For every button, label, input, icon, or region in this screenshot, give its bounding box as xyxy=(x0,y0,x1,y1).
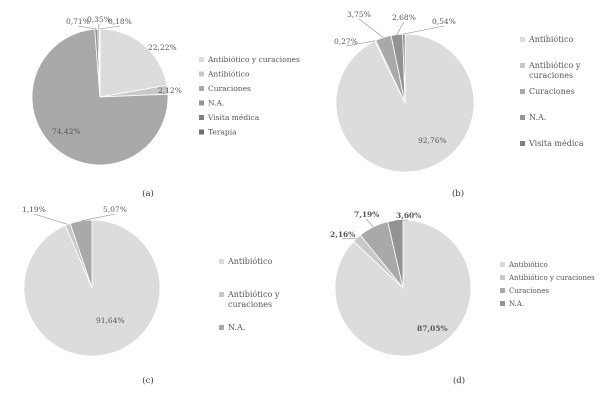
legend-swatch xyxy=(199,57,204,62)
legend-swatch xyxy=(219,292,224,297)
leader-line xyxy=(99,25,121,30)
data-label: 2,68% xyxy=(392,13,416,22)
legend-label: Antibiótico xyxy=(227,257,272,266)
panel-label: (a) xyxy=(142,188,154,199)
pie-chart-a: 22,22% 2,12% 74,42% 0,71%0,35%0,18% Antibiót… xyxy=(31,15,300,199)
legend-swatch xyxy=(520,141,525,146)
legend-label: Curaciones xyxy=(208,84,251,93)
legend-swatch xyxy=(199,115,204,120)
legend-swatch xyxy=(520,89,525,94)
data-label: 2,12% xyxy=(158,86,182,95)
legend-label: Antibiótico y curaciones xyxy=(227,290,280,309)
panel-label: (b) xyxy=(452,188,464,199)
legend-swatch xyxy=(500,262,505,267)
legend: Antibiótico Antibiótico y curaciones Curac… xyxy=(500,261,595,308)
data-label: 74,42% xyxy=(52,127,81,136)
legend-label: Visita médica xyxy=(207,113,260,122)
data-label: 91,64% xyxy=(96,316,125,325)
legend-label: Antibiótico y curaciones xyxy=(207,55,300,64)
pie-chart-d: 87,05%2,16%7,19% 3,60%AntibióticoAntibiót… xyxy=(330,210,595,386)
data-label: 87,05% xyxy=(417,324,448,333)
leader-line xyxy=(396,21,405,35)
data-label: 1,19% xyxy=(22,205,46,214)
legend-label: Antibiótico xyxy=(508,261,548,269)
leader-line xyxy=(33,213,68,225)
legend-swatch xyxy=(199,71,204,77)
panel-label: (d) xyxy=(453,375,465,386)
leader-line xyxy=(403,25,445,35)
legend-swatch xyxy=(219,259,224,264)
leader-line xyxy=(358,18,384,38)
pie-chart-c: 91,64% 1,19% 5,07% Antibiótico Antibiótico y… xyxy=(22,205,280,386)
data-label: 0,54% xyxy=(432,17,456,26)
legend-swatch xyxy=(219,325,224,330)
pie-chart-b: 92,76%0,27%3,75% 2,68% 0,54%AntibióticoAnt… xyxy=(334,10,584,199)
legend-label: Curaciones xyxy=(529,87,575,96)
legend-label: Curaciones xyxy=(509,287,549,295)
leader-line xyxy=(345,40,376,47)
leader-line xyxy=(98,23,100,30)
legend-swatch xyxy=(520,63,525,68)
data-label: 22,22% xyxy=(148,43,177,52)
pie-slice xyxy=(31,28,169,166)
legend-label: Antibiótico y curaciones xyxy=(508,274,595,282)
legend-label: N.A. xyxy=(228,323,245,332)
legend-swatch xyxy=(500,288,505,293)
legend-label: Antibiótico xyxy=(207,70,250,79)
legend: Antibiótico y curaciones Antibiótico Curac… xyxy=(199,55,300,137)
pie-slice xyxy=(69,219,93,289)
legend-swatch xyxy=(500,301,505,306)
legend-swatch xyxy=(199,129,204,135)
legend-label: N.A. xyxy=(529,113,546,122)
data-label: 92,76% xyxy=(418,136,447,145)
leader-line xyxy=(80,213,116,222)
data-label: 5,07% xyxy=(103,205,127,214)
data-label: 3,60% xyxy=(396,211,421,220)
data-label: 3,75% xyxy=(347,10,371,19)
legend-swatch xyxy=(520,37,525,42)
legend: Antibiótico Antibiótico y curaciones Curaci… xyxy=(520,35,584,148)
legend-label: Terapia xyxy=(208,128,237,137)
data-label: 7,19% xyxy=(354,210,379,219)
data-label: 0,35% xyxy=(87,15,111,24)
data-label: 0,18% xyxy=(108,17,132,26)
legend-swatch xyxy=(520,115,525,120)
pie-slice xyxy=(23,219,161,357)
data-label: 0,71% xyxy=(66,17,90,26)
legend-swatch xyxy=(199,100,204,106)
legend-label: N.A. xyxy=(208,99,224,108)
pie-slice xyxy=(99,28,168,98)
panel-label: (c) xyxy=(142,375,153,386)
data-label: 2,16% xyxy=(330,230,355,239)
legend-label: N.A. xyxy=(509,300,524,308)
legend-label: Visita médica xyxy=(528,139,584,148)
legend: Antibiótico Antibiótico y curaciones N.A. xyxy=(219,257,280,332)
leader-line xyxy=(77,25,97,30)
legend-swatch xyxy=(500,275,505,280)
legend-label: Antibiótico xyxy=(528,35,573,44)
leader-line xyxy=(365,218,374,228)
leader-line xyxy=(341,237,357,240)
legend-swatch xyxy=(199,86,204,91)
legend-label: Antibiótico y curaciones xyxy=(528,61,581,80)
data-label: 0,27% xyxy=(334,37,358,46)
